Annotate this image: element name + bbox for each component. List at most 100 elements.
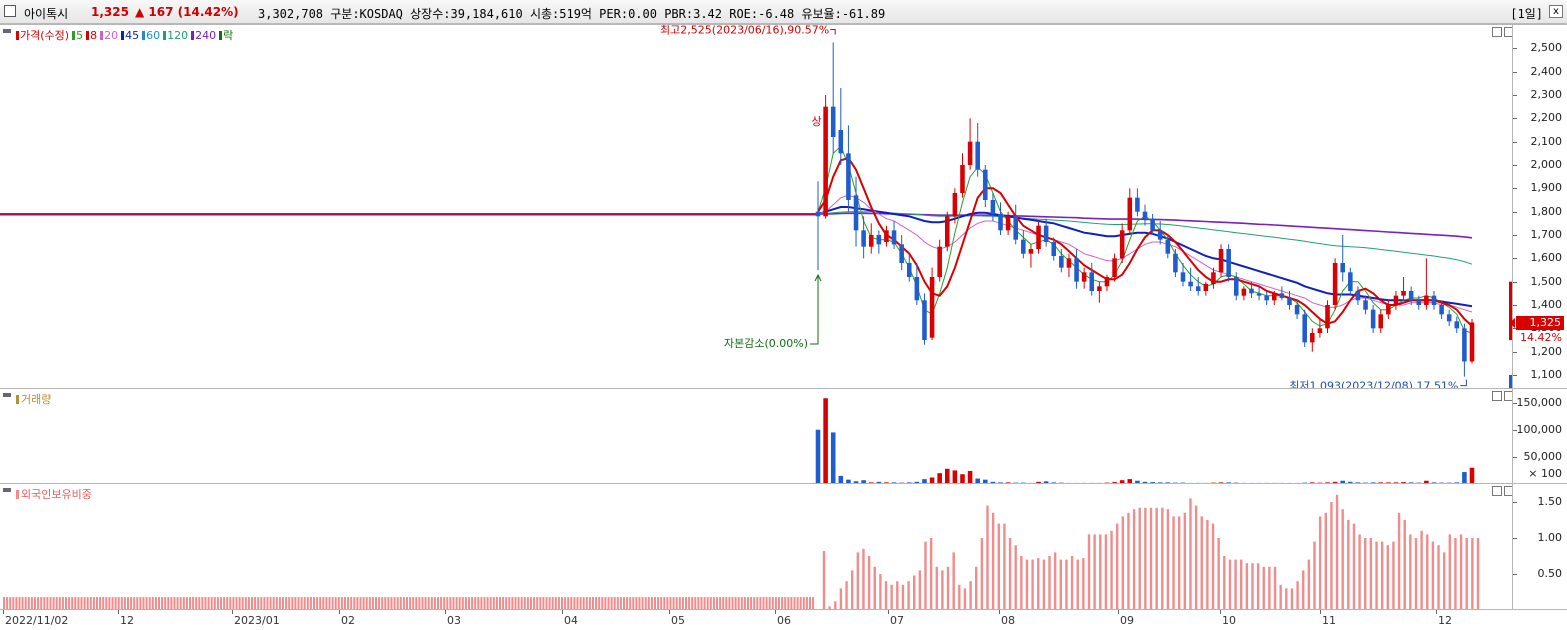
legend-item[interactable]: 락 — [223, 29, 234, 42]
volume-legend: 거래량 — [16, 391, 54, 407]
candle — [929, 277, 935, 338]
candle — [1287, 298, 1292, 305]
foreign-bar — [740, 597, 743, 609]
candle — [1180, 272, 1186, 282]
candle — [1332, 263, 1338, 305]
foreign-bar — [313, 597, 315, 609]
axis-tick — [1513, 71, 1517, 73]
foreign-bar — [554, 597, 557, 609]
legend-item[interactable]: 60 — [146, 29, 161, 42]
axis-tick — [1513, 502, 1517, 503]
foreign-bar — [375, 597, 377, 609]
foreign-bar — [145, 597, 148, 609]
foreign-bar — [254, 597, 257, 609]
foreign-bar — [9, 597, 12, 609]
foreign-bar — [1048, 556, 1051, 609]
panel-menu-icon[interactable] — [3, 29, 11, 33]
candle — [884, 230, 889, 242]
foreign-bar — [725, 597, 728, 609]
price-tick-label: 1,500 — [1530, 274, 1563, 288]
foreign-bar — [1240, 559, 1243, 609]
foreign-bar — [1087, 534, 1091, 609]
candle — [1043, 225, 1049, 242]
panel-menu-icon[interactable] — [3, 393, 11, 397]
foreign-bar — [802, 597, 805, 609]
volume-bar — [830, 432, 836, 483]
foreign-bar — [935, 566, 938, 609]
date-tick — [1118, 610, 1119, 614]
price-chart[interactable]: 최고2,525(2023/06/16),90.57% 최저1,093(2023/1… — [0, 25, 1512, 388]
legend-item[interactable]: 240 — [195, 29, 217, 42]
candle — [861, 230, 866, 247]
select-checkbox[interactable] — [4, 5, 16, 17]
legend-item[interactable]: 가격(수정) — [20, 29, 70, 42]
stock-name[interactable]: 아이톡시 — [24, 7, 69, 21]
axis-tick — [1513, 574, 1517, 575]
foreign-bar — [272, 597, 275, 609]
foreign-bar — [65, 597, 67, 609]
foreign-bar — [650, 597, 653, 609]
foreign-bar — [449, 597, 452, 609]
period-selector[interactable]: [1일] — [1510, 7, 1543, 21]
foreign-bar — [787, 597, 790, 609]
close-icon[interactable]: x — [1549, 5, 1563, 18]
candle — [1416, 300, 1422, 305]
foreign-bar — [1172, 516, 1175, 609]
foreign-bar — [18, 597, 21, 609]
price-tick-label: 1,600 — [1530, 251, 1563, 265]
price-tick-label: 1,900 — [1530, 181, 1563, 195]
foreign-bar — [873, 566, 876, 609]
foreign-bar — [743, 597, 746, 609]
foreign-bar — [523, 597, 526, 609]
volume-bar — [838, 475, 844, 483]
foreign-bar — [1155, 507, 1158, 609]
legend-item[interactable]: 5 — [76, 29, 84, 42]
legend-item[interactable]: 8 — [90, 29, 98, 42]
volume-chart[interactable] — [0, 389, 1512, 483]
foreign-bar — [799, 597, 802, 609]
legend-item[interactable]: 20 — [104, 29, 119, 42]
foreign-bar — [139, 597, 142, 609]
candle — [1051, 242, 1057, 256]
minimize-panel-icon[interactable] — [1492, 486, 1502, 496]
foreign-bar — [127, 597, 129, 609]
foreign-bar — [334, 597, 337, 609]
candle — [830, 106, 836, 137]
foreign-bar — [303, 597, 306, 609]
foreign-bar — [24, 597, 27, 609]
volume-bar — [1226, 482, 1231, 483]
candle — [906, 263, 912, 277]
foreign-bar — [46, 597, 49, 609]
candle — [1119, 230, 1125, 259]
foreign-bar — [1392, 541, 1395, 609]
foreign-bar — [1426, 534, 1429, 609]
foreign-bar — [1347, 520, 1350, 609]
volume-bar — [944, 468, 950, 483]
foreign-bar — [1375, 541, 1378, 609]
foreign-bar — [663, 597, 666, 609]
foreign-bar — [778, 597, 780, 609]
foreign-bar — [247, 597, 250, 609]
foreign-bar — [685, 597, 687, 609]
legend-item[interactable]: 45 — [125, 29, 140, 42]
minimize-panel-icon[interactable] — [1492, 391, 1502, 401]
volume-bar — [1310, 482, 1315, 483]
foreign-bar — [108, 597, 111, 609]
panel-menu-icon[interactable] — [3, 488, 11, 492]
minimize-panel-icon[interactable] — [1492, 27, 1502, 37]
foreign-bar — [306, 597, 309, 609]
candle — [1127, 197, 1133, 231]
volume-bar — [1112, 482, 1117, 483]
foreign-bar — [464, 597, 467, 609]
candle — [1279, 293, 1285, 298]
foreign-bar — [737, 597, 740, 609]
foreign-ownership-chart[interactable] — [0, 484, 1512, 609]
date-axis: 2022/11/02 12 2023/01 02 03 04 05 06 07 08 09 10 11 1… — [0, 609, 1567, 630]
event-arrow-icon — [814, 273, 822, 282]
foreign-bar — [753, 597, 756, 609]
candle — [1135, 197, 1140, 212]
foreign-bar — [1014, 545, 1017, 609]
foreign-bar — [958, 584, 961, 609]
legend-item[interactable]: 120 — [167, 29, 189, 42]
date-label: 02 — [341, 614, 355, 627]
